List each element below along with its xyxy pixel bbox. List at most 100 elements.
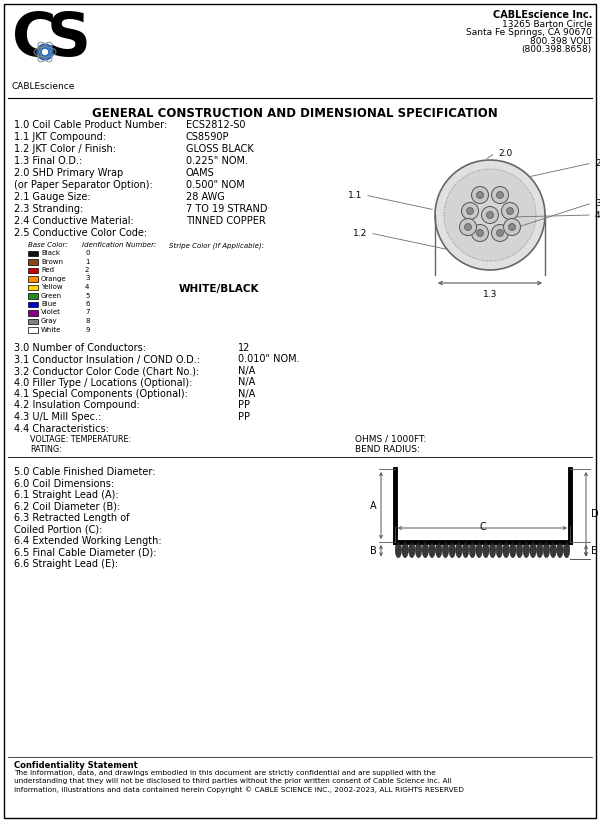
Circle shape <box>444 169 536 261</box>
Text: Yellow: Yellow <box>41 284 62 290</box>
Text: E: E <box>591 546 597 556</box>
Ellipse shape <box>469 543 476 557</box>
Text: 2.5 Conductive Color Code:: 2.5 Conductive Color Code: <box>14 228 147 238</box>
Text: Red: Red <box>41 267 54 273</box>
Bar <box>28 260 38 265</box>
Ellipse shape <box>550 543 556 557</box>
Ellipse shape <box>409 543 415 557</box>
Text: White: White <box>41 326 61 333</box>
Ellipse shape <box>456 543 462 557</box>
Circle shape <box>472 187 488 204</box>
Circle shape <box>503 219 521 235</box>
Text: S: S <box>47 10 91 69</box>
Text: TINNED COPPER: TINNED COPPER <box>186 216 266 226</box>
Circle shape <box>464 224 472 230</box>
Text: understanding that they will not be disclosed to third parties without the prior: understanding that they will not be disc… <box>14 778 452 784</box>
Text: CABLEscience: CABLEscience <box>12 82 76 91</box>
Text: D: D <box>591 509 599 520</box>
Ellipse shape <box>517 543 523 557</box>
Circle shape <box>491 224 509 242</box>
Text: Santa Fe Springs, CA 90670: Santa Fe Springs, CA 90670 <box>466 29 592 38</box>
Text: A: A <box>370 501 377 510</box>
Text: 6.3 Retracted Length of: 6.3 Retracted Length of <box>14 513 130 523</box>
Text: 3.0 Number of Conductors:: 3.0 Number of Conductors: <box>14 343 146 353</box>
Text: 7: 7 <box>85 310 89 316</box>
Bar <box>28 268 38 274</box>
Text: 5: 5 <box>85 293 89 298</box>
Text: 2.4 Conductive Material:: 2.4 Conductive Material: <box>14 216 134 226</box>
Text: 6.5 Final Cable Diameter (D):: 6.5 Final Cable Diameter (D): <box>14 547 157 557</box>
Circle shape <box>461 202 479 219</box>
Ellipse shape <box>543 543 550 557</box>
Circle shape <box>482 206 499 224</box>
Text: 4.4 Characteristics:: 4.4 Characteristics: <box>14 423 109 433</box>
Text: 2: 2 <box>85 267 89 273</box>
Text: (or Paper Separator Option):: (or Paper Separator Option): <box>14 180 153 190</box>
Circle shape <box>43 49 47 54</box>
Text: GLOSS BLACK: GLOSS BLACK <box>186 144 254 154</box>
Ellipse shape <box>509 543 516 557</box>
Text: 3.2 Conductor Color Code (Chart No.):: 3.2 Conductor Color Code (Chart No.): <box>14 366 199 376</box>
Text: CABLEscience Inc.: CABLEscience Inc. <box>493 10 592 20</box>
Ellipse shape <box>490 543 496 557</box>
Ellipse shape <box>395 543 401 557</box>
Text: RATING:: RATING: <box>30 445 62 454</box>
Text: Black: Black <box>41 250 60 256</box>
Circle shape <box>472 224 488 242</box>
Text: Orange: Orange <box>41 275 67 281</box>
Ellipse shape <box>476 543 482 557</box>
Text: ECS2812-S0: ECS2812-S0 <box>186 120 245 130</box>
Text: 4.0: 4.0 <box>595 210 600 219</box>
Text: GENERAL CONSTRUCTION AND DIMENSIONAL SPECIFICATION: GENERAL CONSTRUCTION AND DIMENSIONAL SPE… <box>92 107 498 120</box>
Text: Blue: Blue <box>41 301 56 307</box>
Text: 3.0: 3.0 <box>595 198 600 207</box>
Text: N/A: N/A <box>238 389 255 399</box>
Bar <box>28 276 38 282</box>
Circle shape <box>460 219 476 235</box>
Circle shape <box>487 211 493 219</box>
Text: WHITE/BLACK: WHITE/BLACK <box>179 284 260 294</box>
Text: 1.2: 1.2 <box>353 229 367 238</box>
Text: 5.0 Cable Finished Diameter:: 5.0 Cable Finished Diameter: <box>14 467 155 477</box>
Circle shape <box>497 192 503 198</box>
Text: 1.0 Coil Cable Product Number:: 1.0 Coil Cable Product Number: <box>14 120 167 130</box>
Text: Base Color:: Base Color: <box>28 242 68 248</box>
Ellipse shape <box>402 543 408 557</box>
Text: 0.010" NOM.: 0.010" NOM. <box>238 354 299 364</box>
Text: 2.1 Gauge Size:: 2.1 Gauge Size: <box>14 192 91 202</box>
Text: 2.1: 2.1 <box>595 159 600 168</box>
Text: B: B <box>370 546 377 556</box>
Text: Idenfication Number:: Idenfication Number: <box>82 242 157 248</box>
Ellipse shape <box>482 543 489 557</box>
Text: 28 AWG: 28 AWG <box>186 192 225 202</box>
Ellipse shape <box>442 543 449 557</box>
Ellipse shape <box>422 543 428 557</box>
Bar <box>28 302 38 307</box>
Text: 2.0: 2.0 <box>498 149 512 158</box>
Text: PP: PP <box>238 400 250 410</box>
Ellipse shape <box>436 543 442 557</box>
Text: Stripe Color (If Applicable):: Stripe Color (If Applicable): <box>169 242 264 248</box>
Text: 4.3 U/L Mill Spec.:: 4.3 U/L Mill Spec.: <box>14 412 101 422</box>
Text: (800.398.8658): (800.398.8658) <box>522 45 592 54</box>
Circle shape <box>502 202 518 219</box>
Text: 2.3 Stranding:: 2.3 Stranding: <box>14 204 83 214</box>
Text: N/A: N/A <box>238 377 255 387</box>
Ellipse shape <box>496 543 503 557</box>
Text: 3.1 Conductor Insulation / COND O.D.:: 3.1 Conductor Insulation / COND O.D.: <box>14 354 200 364</box>
Text: 1.3: 1.3 <box>483 290 497 299</box>
Circle shape <box>476 229 484 237</box>
Text: VOLTAGE: TEMPERATURE:: VOLTAGE: TEMPERATURE: <box>30 435 131 444</box>
Ellipse shape <box>557 543 563 557</box>
Ellipse shape <box>463 543 469 557</box>
Text: 12: 12 <box>238 343 250 353</box>
Ellipse shape <box>523 543 529 557</box>
Text: Green: Green <box>41 293 62 298</box>
Ellipse shape <box>429 543 435 557</box>
Bar <box>28 319 38 325</box>
Text: Coiled Portion (C):: Coiled Portion (C): <box>14 524 103 534</box>
Text: OHMS / 1000FT:: OHMS / 1000FT: <box>355 435 426 444</box>
Text: 4: 4 <box>85 284 89 290</box>
Text: 6.2 Coil Diameter (B):: 6.2 Coil Diameter (B): <box>14 501 120 511</box>
Text: BEND RADIUS:: BEND RADIUS: <box>355 445 420 454</box>
